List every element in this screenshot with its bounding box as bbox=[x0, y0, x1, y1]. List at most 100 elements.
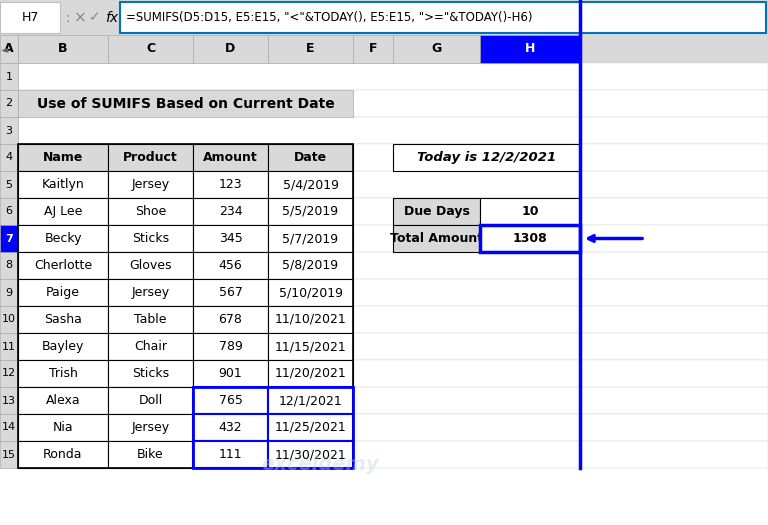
Text: Cherlotte: Cherlotte bbox=[34, 259, 92, 272]
Bar bbox=[0, 252, 18, 279]
Text: Trish: Trish bbox=[48, 367, 78, 380]
Bar bbox=[108, 441, 193, 468]
Text: 7: 7 bbox=[5, 234, 12, 244]
Text: 11/25/2021: 11/25/2021 bbox=[275, 421, 346, 434]
Bar bbox=[18, 441, 108, 468]
Bar bbox=[18, 90, 353, 117]
Bar bbox=[193, 333, 268, 360]
Bar bbox=[18, 333, 108, 360]
Bar bbox=[18, 360, 108, 387]
Bar bbox=[193, 279, 268, 306]
Bar bbox=[18, 198, 108, 225]
Bar bbox=[18, 171, 768, 198]
Bar bbox=[0, 144, 18, 171]
Bar bbox=[268, 279, 353, 306]
Text: 5/7/2019: 5/7/2019 bbox=[283, 232, 339, 245]
Bar bbox=[18, 414, 768, 441]
Bar bbox=[18, 333, 768, 360]
Bar bbox=[193, 252, 268, 279]
Bar bbox=[268, 414, 353, 441]
Text: 678: 678 bbox=[219, 313, 243, 326]
Text: Gloves: Gloves bbox=[129, 259, 172, 272]
Text: Sticks: Sticks bbox=[132, 367, 169, 380]
Bar bbox=[18, 387, 768, 414]
Text: C: C bbox=[146, 43, 155, 56]
Bar bbox=[480, 225, 580, 252]
Text: Paige: Paige bbox=[46, 286, 80, 299]
Bar bbox=[108, 198, 193, 225]
Text: Today is 12/2/2021: Today is 12/2/2021 bbox=[417, 151, 556, 164]
Text: =SUMIFS(D5:D15, E5:E15, "<"&TODAY(), E5:E15, ">="&TODAY()-H6): =SUMIFS(D5:D15, E5:E15, "<"&TODAY(), E5:… bbox=[126, 11, 532, 24]
Text: Alexa: Alexa bbox=[45, 394, 81, 407]
Bar bbox=[18, 198, 768, 225]
Text: 11/10/2021: 11/10/2021 bbox=[275, 313, 346, 326]
Text: 6: 6 bbox=[5, 206, 12, 216]
Bar bbox=[0, 441, 18, 468]
Text: 345: 345 bbox=[219, 232, 243, 245]
Bar bbox=[193, 441, 268, 468]
Text: Bayley: Bayley bbox=[41, 340, 84, 353]
Bar bbox=[0, 117, 18, 144]
Text: 1: 1 bbox=[5, 71, 12, 81]
Text: Total Amount: Total Amount bbox=[390, 232, 483, 245]
Text: 432: 432 bbox=[219, 421, 243, 434]
Bar bbox=[193, 144, 268, 171]
Bar bbox=[0, 35, 18, 63]
Bar bbox=[193, 225, 268, 252]
Bar bbox=[18, 90, 768, 117]
Bar bbox=[0, 306, 18, 333]
Bar bbox=[18, 252, 768, 279]
Bar bbox=[108, 387, 193, 414]
Bar bbox=[120, 2, 766, 33]
Bar bbox=[18, 279, 108, 306]
Bar bbox=[268, 387, 353, 414]
Text: Ronda: Ronda bbox=[43, 448, 83, 461]
Text: :: : bbox=[66, 10, 71, 25]
Text: 11/15/2021: 11/15/2021 bbox=[275, 340, 346, 353]
Bar bbox=[393, 198, 480, 225]
Text: 11/20/2021: 11/20/2021 bbox=[275, 367, 346, 380]
Text: Table: Table bbox=[134, 313, 167, 326]
Text: H: H bbox=[525, 43, 535, 56]
Bar bbox=[393, 35, 480, 63]
Bar bbox=[193, 414, 268, 441]
Bar bbox=[18, 35, 108, 63]
Text: Due Days: Due Days bbox=[403, 205, 469, 218]
Text: 13: 13 bbox=[2, 395, 16, 405]
Bar bbox=[0, 171, 18, 198]
Text: Date: Date bbox=[294, 151, 327, 164]
Text: 456: 456 bbox=[219, 259, 243, 272]
Bar bbox=[393, 225, 480, 252]
Bar bbox=[18, 360, 768, 387]
Bar bbox=[108, 414, 193, 441]
Text: F: F bbox=[369, 43, 377, 56]
Text: 5/8/2019: 5/8/2019 bbox=[283, 259, 339, 272]
Bar bbox=[18, 252, 108, 279]
Bar bbox=[18, 414, 108, 441]
Bar bbox=[0, 225, 18, 252]
Text: exceldemy: exceldemy bbox=[261, 456, 379, 475]
Text: Sticks: Sticks bbox=[132, 232, 169, 245]
Text: 5/5/2019: 5/5/2019 bbox=[283, 205, 339, 218]
Bar bbox=[193, 198, 268, 225]
Text: 765: 765 bbox=[219, 394, 243, 407]
Text: 12/1/2021: 12/1/2021 bbox=[279, 394, 343, 407]
Bar bbox=[0, 387, 18, 414]
Bar bbox=[193, 306, 268, 333]
Text: Doll: Doll bbox=[138, 394, 163, 407]
Text: 5/10/2019: 5/10/2019 bbox=[279, 286, 343, 299]
Bar bbox=[18, 63, 768, 90]
Text: 11/30/2021: 11/30/2021 bbox=[275, 448, 346, 461]
Text: 234: 234 bbox=[219, 205, 243, 218]
Text: Jersey: Jersey bbox=[131, 421, 170, 434]
Bar bbox=[18, 306, 108, 333]
Text: 10: 10 bbox=[2, 314, 16, 324]
Text: 15: 15 bbox=[2, 449, 16, 459]
Bar bbox=[268, 198, 353, 225]
Bar bbox=[108, 333, 193, 360]
Text: 8: 8 bbox=[5, 260, 12, 270]
Bar bbox=[18, 117, 768, 144]
Bar bbox=[0, 225, 18, 252]
Text: E: E bbox=[306, 43, 315, 56]
Text: Becky: Becky bbox=[45, 232, 81, 245]
